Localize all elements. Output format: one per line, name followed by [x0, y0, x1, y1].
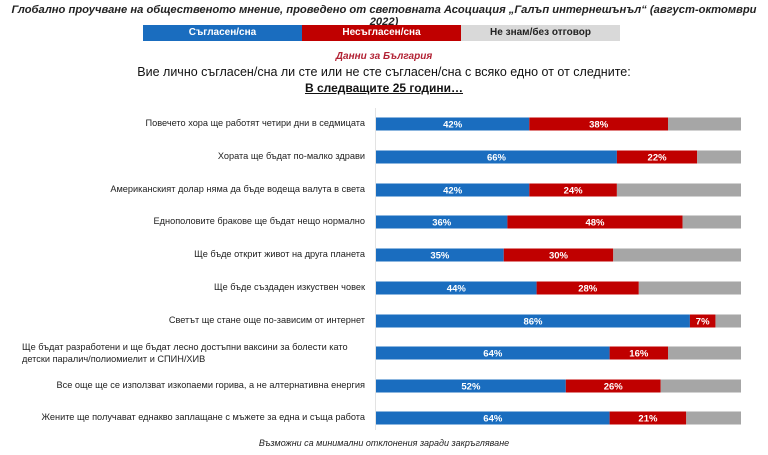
category-label: Хората ще бъдат по-малко здрави [217, 151, 365, 161]
bar-dont-know [638, 281, 741, 295]
data-label-agree: 36% [432, 218, 452, 229]
data-label-agree: 86% [523, 317, 543, 328]
footnote: Възможни са минимални отклонения заради … [258, 438, 510, 448]
bar-disagree [609, 346, 668, 360]
category-label: Американският долар няма да бъде водеща … [110, 184, 365, 194]
category-label: Еднополовите бракове ще бъдат нещо норма… [153, 216, 365, 226]
category-label: Все още ще се използват изкопаеми горива… [56, 380, 366, 390]
data-label-agree: 64% [483, 414, 503, 425]
bar-dont-know [613, 248, 741, 262]
survey-question: Вие лично съгласен/сна ли сте или не сте… [137, 65, 631, 79]
data-label-agree: 52% [461, 382, 481, 393]
data-label-agree: 42% [443, 186, 463, 197]
category-label: Повечето хора ще работят четири дни в се… [145, 118, 365, 128]
bar-disagree [529, 183, 617, 197]
bar-disagree [689, 314, 716, 328]
bar-disagree [609, 411, 687, 425]
bar-disagree [507, 215, 683, 229]
bar-dont-know [682, 215, 741, 229]
bar-agree [376, 215, 508, 229]
data-label-disagree: 24% [564, 186, 584, 197]
bar-agree [376, 117, 530, 131]
data-label-agree: 66% [487, 153, 507, 164]
bar-dont-know [668, 117, 741, 131]
bar-disagree [536, 281, 639, 295]
legend-item-disagree: Несъгласен/сна [302, 25, 461, 41]
bar-agree [376, 346, 610, 360]
data-label-agree: 64% [483, 349, 503, 360]
bar-agree [376, 411, 610, 425]
data-label-disagree: 26% [604, 382, 624, 393]
bar-disagree [616, 150, 698, 164]
data-label-disagree: 22% [648, 153, 668, 164]
data-label-disagree: 38% [589, 120, 609, 131]
legend-item-agree: Съгласен/сна [143, 25, 302, 41]
data-label-agree: 42% [443, 120, 463, 131]
bar-agree [376, 379, 566, 393]
category-label: Ще бъде създаден изкуствен човек [214, 282, 365, 292]
category-label: Светът ще стане още по-зависим от интерн… [168, 315, 365, 325]
bar-agree [376, 183, 530, 197]
category-label: Ще бъдат разработени и ще бъдат лесно до… [22, 342, 348, 364]
bar-agree [376, 248, 504, 262]
data-label-disagree: 16% [629, 349, 649, 360]
bar-dont-know [616, 183, 741, 197]
chart-subtitle: Данни за България [335, 51, 433, 62]
legend: Съгласен/сна Несъгласен/сна Не знам/без … [143, 25, 620, 41]
category-label: Ще бъде открит живот на друга планета [194, 249, 365, 259]
bar-agree [376, 150, 617, 164]
axis-line [375, 108, 376, 430]
bar-dont-know [668, 346, 741, 360]
bar-disagree [565, 379, 661, 393]
data-label-disagree: 30% [549, 251, 569, 262]
data-label-disagree: 21% [638, 414, 658, 425]
data-label-disagree: 28% [578, 284, 598, 295]
bar-dont-know [715, 314, 741, 328]
bar-disagree [529, 117, 668, 131]
bar-dont-know [697, 150, 741, 164]
category-label: Жените ще получават еднакво заплащане с … [41, 412, 365, 422]
time-horizon: В следващите 25 години… [304, 81, 464, 95]
data-label-disagree: 7% [696, 317, 710, 328]
data-label-agree: 35% [430, 251, 450, 262]
bar-agree [376, 281, 537, 295]
bar-dont-know [660, 379, 741, 393]
data-label-agree: 44% [447, 284, 467, 295]
bar-disagree [503, 248, 614, 262]
bar-agree [376, 314, 690, 328]
data-label-disagree: 48% [585, 218, 605, 229]
bar-dont-know [686, 411, 741, 425]
legend-item-dont-know: Не знам/без отговор [461, 25, 620, 41]
